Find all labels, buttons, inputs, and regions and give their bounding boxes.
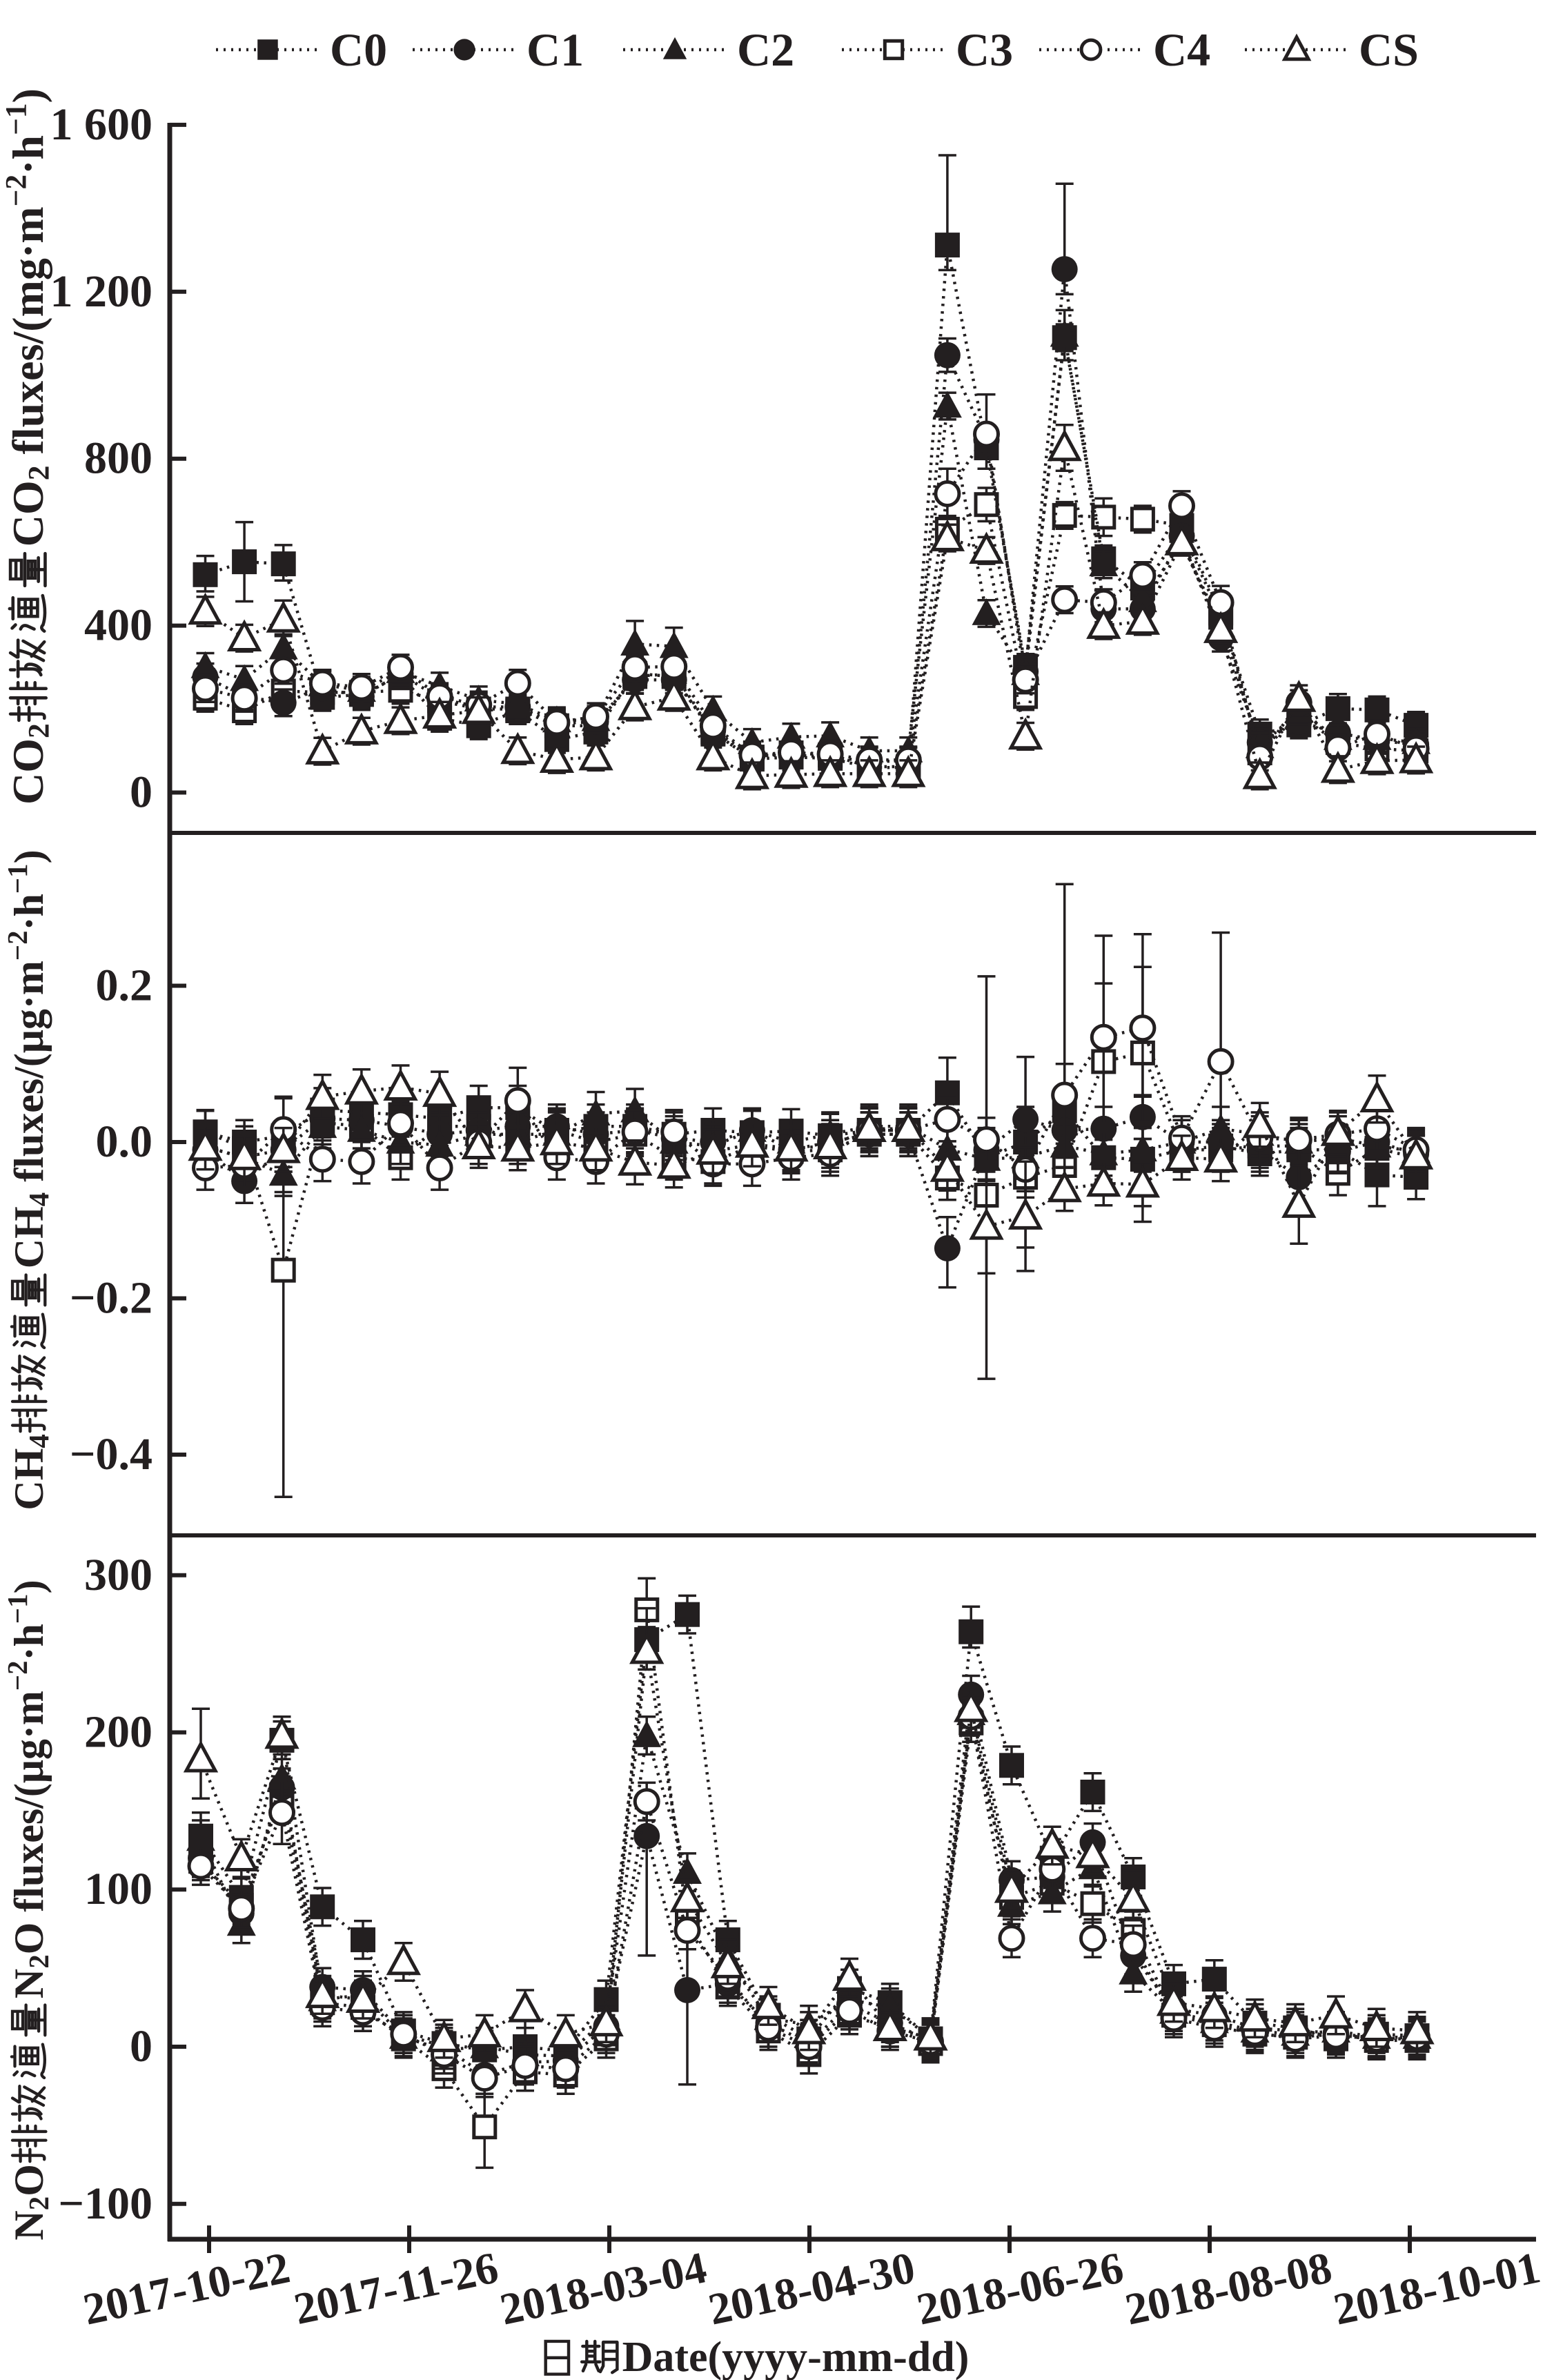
svg-text:O: O bbox=[6, 2164, 52, 2196]
svg-text:O: O bbox=[6, 1922, 52, 1955]
svg-text:100: 100 bbox=[84, 1864, 153, 1914]
svg-text:·h: ·h bbox=[6, 894, 52, 930]
svg-text:−2: −2 bbox=[0, 175, 33, 207]
svg-text:4: 4 bbox=[23, 1192, 55, 1206]
svg-text:CH: CH bbox=[6, 1448, 52, 1511]
svg-text:·h: ·h bbox=[6, 1624, 52, 1660]
svg-text:2: 2 bbox=[22, 465, 55, 480]
svg-text:): ) bbox=[3, 88, 52, 103]
svg-text:C4: C4 bbox=[1153, 23, 1210, 76]
svg-text:−2: −2 bbox=[2, 930, 33, 961]
svg-text:−1: −1 bbox=[2, 863, 33, 894]
svg-text:CS: CS bbox=[1359, 23, 1419, 76]
svg-text:0: 0 bbox=[130, 2021, 153, 2072]
svg-text:−2: −2 bbox=[2, 1660, 33, 1691]
svg-text:·h: ·h bbox=[3, 135, 52, 175]
svg-text:fluxes/(μg·m: fluxes/(μg·m bbox=[6, 1691, 52, 1922]
svg-text:0.0: 0.0 bbox=[96, 1117, 153, 1167]
svg-text:CO: CO bbox=[3, 480, 52, 547]
svg-text:): ) bbox=[6, 1580, 52, 1593]
svg-text:−0.4: −0.4 bbox=[70, 1429, 153, 1479]
svg-text:800: 800 bbox=[84, 433, 153, 484]
svg-text:C3: C3 bbox=[956, 23, 1013, 76]
svg-text:0: 0 bbox=[130, 767, 153, 818]
svg-text:CH: CH bbox=[6, 1206, 52, 1268]
svg-text:fluxes/(mg·m: fluxes/(mg·m bbox=[3, 206, 52, 465]
svg-text:1 200: 1 200 bbox=[50, 266, 153, 317]
svg-text:C0: C0 bbox=[330, 23, 387, 76]
svg-text:N: N bbox=[6, 1969, 52, 1998]
svg-text:): ) bbox=[6, 849, 52, 863]
svg-text:1 600: 1 600 bbox=[50, 99, 153, 150]
svg-text:−1: −1 bbox=[0, 103, 33, 135]
svg-text:Date(yyyy-mm-dd): Date(yyyy-mm-dd) bbox=[622, 2334, 970, 2380]
svg-text:−1: −1 bbox=[2, 1593, 33, 1624]
svg-text:0.2: 0.2 bbox=[96, 961, 153, 1011]
svg-text:N: N bbox=[6, 2210, 52, 2240]
svg-text:300: 300 bbox=[84, 1550, 153, 1600]
svg-text:2: 2 bbox=[23, 1954, 55, 1968]
svg-text:400: 400 bbox=[84, 600, 153, 651]
svg-text:2: 2 bbox=[23, 2196, 55, 2210]
svg-text:CO: CO bbox=[3, 738, 52, 805]
svg-text:4: 4 bbox=[23, 1434, 55, 1448]
svg-text:fluxes/(μg·m: fluxes/(μg·m bbox=[6, 961, 52, 1192]
svg-text:200: 200 bbox=[84, 1707, 153, 1758]
svg-text:C1: C1 bbox=[527, 23, 584, 76]
svg-text:−100: −100 bbox=[58, 2179, 153, 2229]
svg-text:2: 2 bbox=[22, 723, 55, 738]
svg-text:C2: C2 bbox=[737, 23, 794, 76]
svg-text:−0.2: −0.2 bbox=[70, 1273, 153, 1324]
